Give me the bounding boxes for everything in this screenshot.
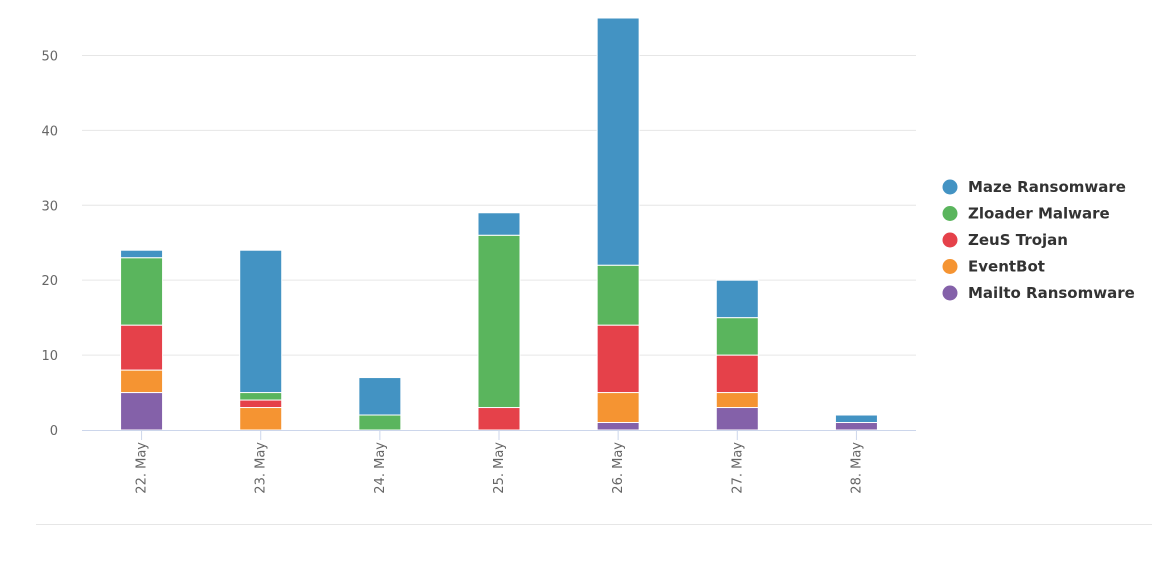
- bar-segment-zloader-malware[interactable]: [120, 257, 164, 326]
- x-tick-label: 28. May: [849, 442, 864, 494]
- x-tick-label: 27. May: [730, 442, 745, 494]
- legend-marker: [942, 179, 958, 195]
- x-tick-label: 26. May: [611, 442, 626, 494]
- bar-segment-maze-ransomware[interactable]: [358, 377, 402, 416]
- bar-segment-zloader-malware[interactable]: [715, 317, 759, 356]
- legend-item-zeus-trojan[interactable]: ZeuS Trojan: [942, 231, 1068, 249]
- bar-segment-eventbot[interactable]: [596, 392, 640, 424]
- bar-segment-zeus-trojan[interactable]: [596, 324, 640, 394]
- legend-marker: [942, 285, 958, 301]
- legend-item-eventbot[interactable]: EventBot: [942, 258, 1045, 276]
- legend-label: EventBot: [968, 258, 1045, 276]
- bar-segment-zloader-malware[interactable]: [239, 392, 283, 401]
- bar-segment-zeus-trojan[interactable]: [239, 399, 283, 409]
- bar-segment-mailto-ransomware[interactable]: [715, 407, 759, 431]
- legend-item-mailto-ransomware[interactable]: Mailto Ransomware: [942, 284, 1135, 302]
- bar-segment-zloader-malware[interactable]: [477, 234, 521, 409]
- bar-segment-maze-ransomware[interactable]: [596, 17, 640, 266]
- x-tick-label: 25. May: [492, 442, 507, 494]
- x-tick-label: 22. May: [135, 442, 150, 494]
- y-axis-ticks: 0 10 20 30 40 50: [41, 49, 58, 439]
- bar-segment-eventbot[interactable]: [715, 392, 759, 409]
- legend-marker: [942, 259, 958, 274]
- gridlines: [82, 54, 916, 356]
- x-tick-label: 24. May: [373, 442, 388, 494]
- bottom-divider: [36, 524, 1152, 525]
- x-axis-ticks: 22. May 23. May 24. May 25. May 26. May 27. M…: [135, 430, 864, 494]
- y-tick-label: 30: [41, 199, 58, 214]
- bar-segment-zloader-malware[interactable]: [358, 414, 402, 431]
- y-tick-label: 20: [41, 274, 58, 289]
- y-tick-label: 40: [41, 124, 58, 139]
- bar-segment-mailto-ransomware[interactable]: [120, 392, 164, 431]
- bar-segment-zeus-trojan[interactable]: [120, 324, 164, 371]
- bar-segment-mailto-ransomware[interactable]: [834, 422, 878, 431]
- legend: Maze Ransomware Zloader Malware ZeuS Troja…: [942, 178, 1135, 302]
- y-tick-label: 0: [50, 424, 58, 439]
- bar-segment-maze-ransomware[interactable]: [715, 279, 759, 319]
- bar-segment-zeus-trojan[interactable]: [715, 354, 759, 394]
- bar-segment-maze-ransomware[interactable]: [477, 212, 521, 236]
- legend-label: Zloader Malware: [968, 205, 1110, 223]
- legend-marker: [942, 232, 958, 248]
- bar-segment-zeus-trojan[interactable]: [477, 407, 521, 431]
- bar-segment-zloader-malware[interactable]: [596, 264, 640, 326]
- bars: [120, 17, 878, 431]
- y-tick-label: 50: [41, 49, 58, 64]
- bar-segment-eventbot[interactable]: [239, 407, 283, 431]
- legend-label: ZeuS Trojan: [968, 231, 1068, 249]
- legend-item-maze-ransomware[interactable]: Maze Ransomware: [942, 178, 1126, 196]
- legend-marker: [942, 206, 958, 221]
- legend-label: Maze Ransomware: [968, 178, 1126, 196]
- bar-segment-maze-ransomware[interactable]: [834, 414, 878, 424]
- legend-label: Mailto Ransomware: [968, 284, 1135, 302]
- bar-segment-eventbot[interactable]: [120, 369, 164, 394]
- y-tick-label: 10: [41, 349, 58, 364]
- legend-item-zloader-malware[interactable]: Zloader Malware: [942, 205, 1110, 223]
- bar-segment-maze-ransomware[interactable]: [120, 249, 164, 259]
- bar-segment-maze-ransomware[interactable]: [239, 249, 283, 394]
- bar-segment-mailto-ransomware[interactable]: [596, 422, 640, 431]
- x-tick-label: 23. May: [254, 442, 269, 494]
